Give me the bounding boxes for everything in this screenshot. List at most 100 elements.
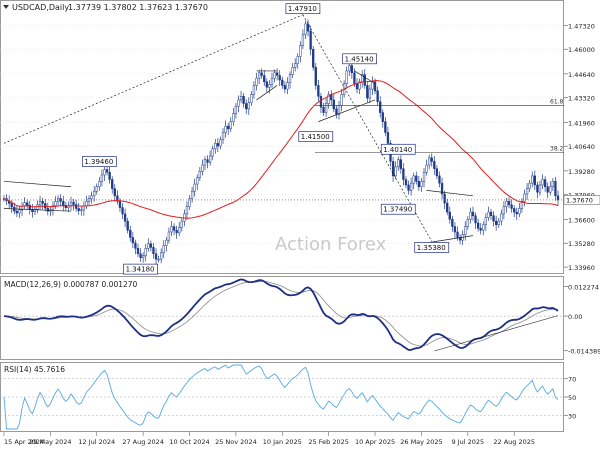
candle [134, 242, 137, 249]
candle [438, 175, 441, 184]
flag-upper-line [354, 70, 376, 84]
candle [90, 195, 93, 199]
x-tick-label: 22 Aug 2025 [493, 438, 535, 446]
candle [219, 139, 222, 147]
candle [299, 45, 302, 57]
price-label-box [123, 263, 158, 275]
candle [337, 105, 341, 115]
collapse-triangle-icon [3, 5, 9, 9]
candle [206, 159, 209, 163]
x-tick-label: 26 May 2025 [400, 438, 442, 446]
candle [386, 132, 390, 144]
macd-trendline [434, 315, 559, 352]
candle [242, 96, 245, 104]
channel-upper-line [426, 190, 474, 197]
candle [208, 155, 212, 163]
candle [152, 247, 155, 254]
price-layer: 61.8 38.2 1.47910 1.39460 1.34180 1.45140 1.41… [0, 3, 564, 275]
candle [80, 209, 83, 211]
candle [144, 248, 147, 256]
candle [26, 202, 29, 206]
candle [412, 175, 415, 184]
candle [541, 179, 544, 186]
candle [399, 159, 402, 169]
candle [484, 217, 488, 226]
price-label-box [414, 242, 450, 253]
price-label-box [285, 3, 321, 15]
candle [474, 215, 477, 224]
candle [469, 211, 472, 220]
price-tick-label: 1.33960 [568, 264, 595, 272]
candle [384, 121, 387, 133]
last-price-label: 1.37670 [566, 196, 593, 204]
candle [556, 195, 560, 201]
candle [105, 169, 109, 173]
candle [543, 179, 547, 188]
candle [420, 181, 423, 188]
candle [335, 108, 338, 115]
candle [203, 159, 207, 166]
candle [234, 105, 238, 114]
candle [376, 90, 379, 102]
candle [479, 228, 482, 231]
candle [154, 253, 158, 260]
candle [288, 74, 292, 83]
price-tick-label: 1.47320 [568, 22, 595, 30]
candle [497, 220, 500, 226]
candle [538, 184, 542, 193]
candle [38, 200, 42, 206]
candle [428, 157, 431, 166]
candle [309, 30, 312, 50]
candle [379, 101, 382, 113]
candle [260, 72, 263, 76]
candle [435, 168, 439, 177]
candle [270, 77, 274, 85]
trendline-dashed-down [302, 14, 433, 242]
candle [471, 211, 475, 216]
candle [113, 188, 116, 197]
candle [275, 72, 279, 76]
candle [492, 215, 495, 222]
price-label-box [380, 143, 416, 155]
candle [314, 67, 317, 86]
candle [193, 183, 196, 192]
candle [312, 48, 315, 68]
candle [147, 243, 150, 249]
candle [278, 75, 281, 81]
candle [533, 175, 536, 186]
candle [523, 193, 526, 202]
candle [172, 226, 176, 231]
candle [116, 195, 119, 202]
candle [433, 161, 436, 169]
candle [175, 229, 178, 234]
price-label: 1.47910 [288, 5, 317, 13]
rsi-tick-label: 70 [568, 376, 576, 384]
candle [51, 205, 55, 210]
candle [451, 219, 454, 227]
macd-title: MACD(12,26,9) 0.000787 0.001270 [4, 280, 138, 289]
price-tick-label: 1.39280 [568, 168, 595, 176]
macd-tick-label: 0.00 [568, 313, 582, 321]
candle [324, 103, 328, 113]
x-tick-label: 29 May 2024 [29, 438, 71, 446]
candle [221, 132, 225, 140]
candle [415, 175, 418, 182]
candle [224, 125, 227, 133]
x-tick-label: 15 Apr 2024 [4, 438, 44, 446]
candle [500, 213, 503, 222]
candle [350, 65, 354, 74]
candle [536, 184, 539, 193]
candle [296, 56, 299, 64]
candle [216, 143, 220, 147]
ohlc-label: 1.37739 1.37802 1.37623 1.37670 [68, 3, 208, 12]
candle [358, 81, 361, 90]
candle [247, 102, 250, 110]
price-label: 1.41500 [301, 133, 330, 141]
candle [466, 219, 469, 227]
candle [373, 81, 377, 92]
candle [443, 193, 446, 204]
candle [510, 204, 513, 209]
candle [340, 94, 343, 106]
rsi-tick-label: 50 [568, 394, 576, 402]
